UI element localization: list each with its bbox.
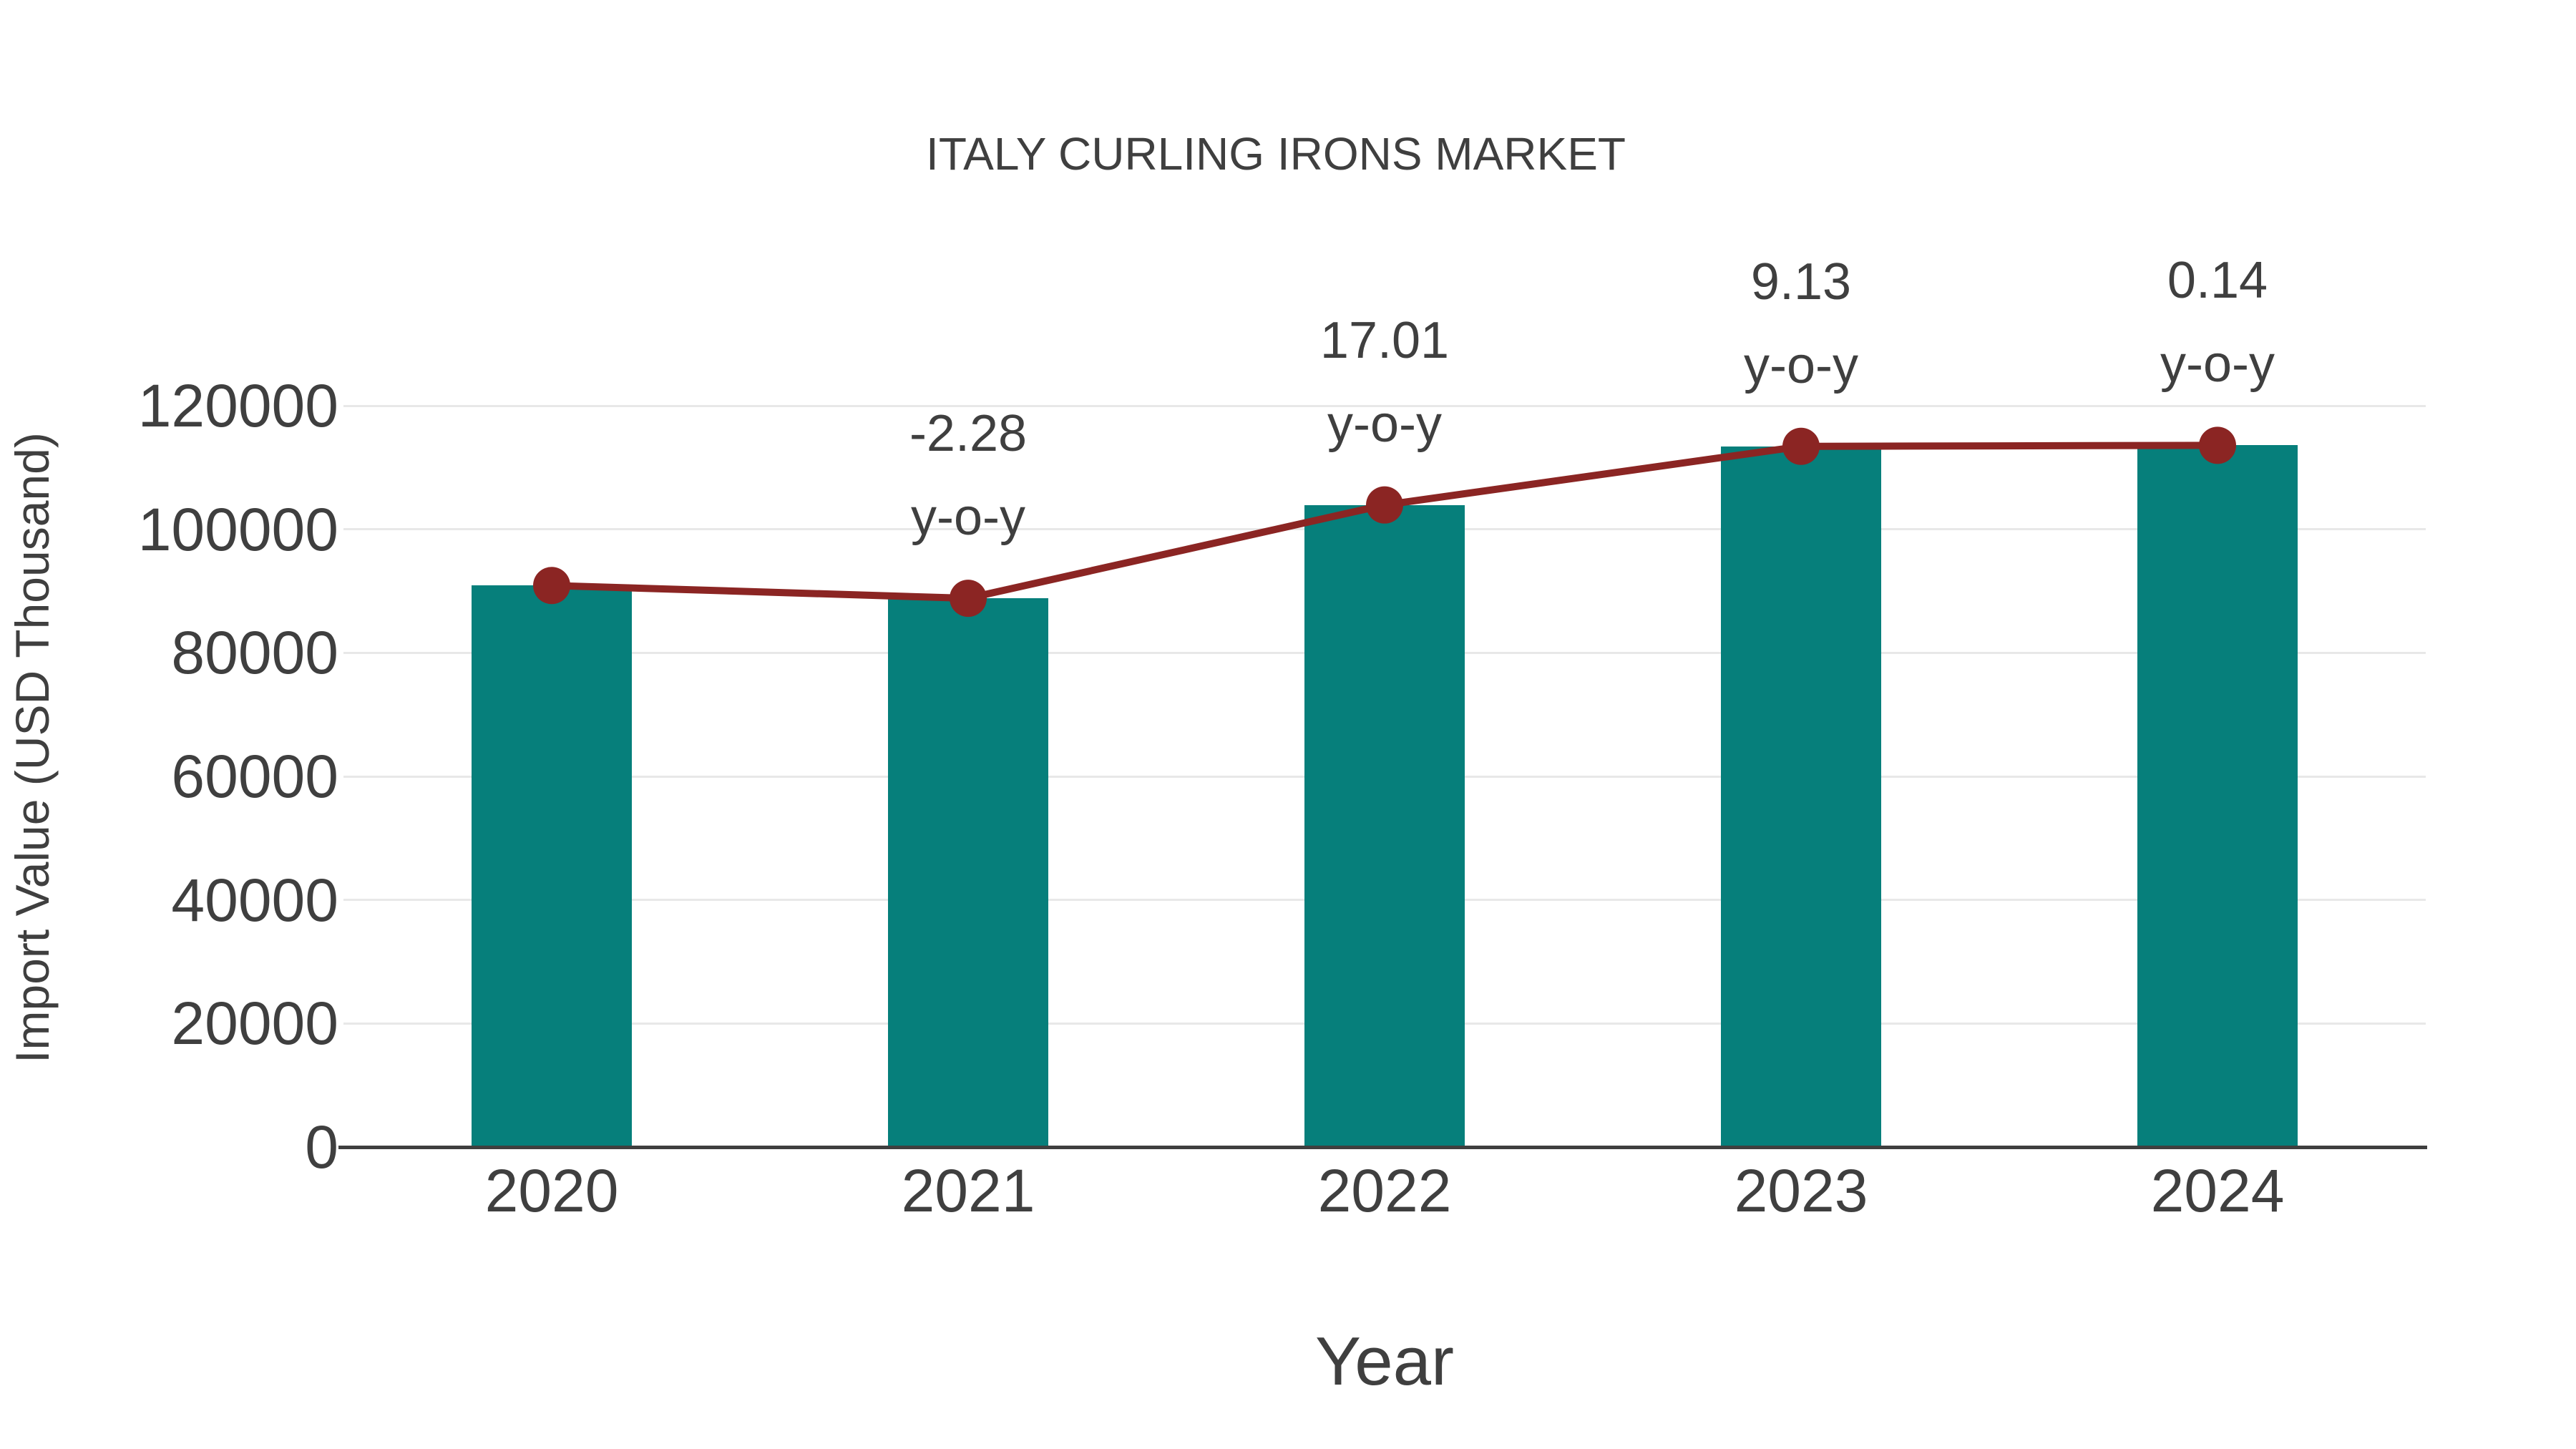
yoy-marker-2020 — [533, 567, 570, 605]
annotation-label-2024: y-o-y — [2160, 336, 2275, 394]
x-axis-title: Year — [1315, 1323, 1454, 1400]
x-tick-label-2023: 2023 — [1734, 1157, 1868, 1224]
x-axis-line — [338, 1146, 2427, 1149]
chart-title: ITALY CURLING IRONS MARKET — [926, 128, 1626, 180]
y-tick-label-20000: 20000 — [171, 990, 338, 1058]
y-tick-label-100000: 100000 — [137, 495, 338, 563]
yoy-marker-2022 — [1366, 486, 1403, 524]
annotation-value-2022: 17.01 — [1319, 311, 1450, 369]
bar-2022 — [1304, 504, 1465, 1147]
gridline-120000 — [343, 404, 2426, 407]
bar-2021 — [888, 598, 1048, 1147]
x-tick-label-2024: 2024 — [2150, 1157, 2285, 1224]
y-tick-label-0: 0 — [305, 1113, 338, 1181]
x-tick-label-2020: 2020 — [484, 1157, 619, 1224]
annotation-value-2024: 0.14 — [2167, 252, 2268, 310]
bar-2020 — [472, 585, 632, 1147]
y-tick-label-40000: 40000 — [171, 866, 338, 934]
annotation-value-2021: -2.28 — [909, 405, 1028, 463]
annotation-label-2023: y-o-y — [1744, 336, 1858, 394]
y-tick-label-120000: 120000 — [137, 372, 338, 439]
annotation-value-2023: 9.13 — [1750, 253, 1852, 311]
annotation-label-2022: y-o-y — [1327, 395, 1442, 453]
annotation-label-2021: y-o-y — [911, 489, 1025, 547]
yoy-marker-2021 — [950, 580, 987, 618]
x-tick-label-2022: 2022 — [1317, 1157, 1452, 1224]
bar-2023 — [1721, 446, 1881, 1147]
y-tick-label-60000: 60000 — [171, 743, 338, 810]
bar-2024 — [2137, 445, 2298, 1147]
yoy-marker-2024 — [2199, 426, 2236, 464]
x-tick-label-2021: 2021 — [901, 1157, 1035, 1224]
yoy-marker-2023 — [1782, 427, 1820, 465]
y-tick-label-80000: 80000 — [171, 619, 338, 687]
